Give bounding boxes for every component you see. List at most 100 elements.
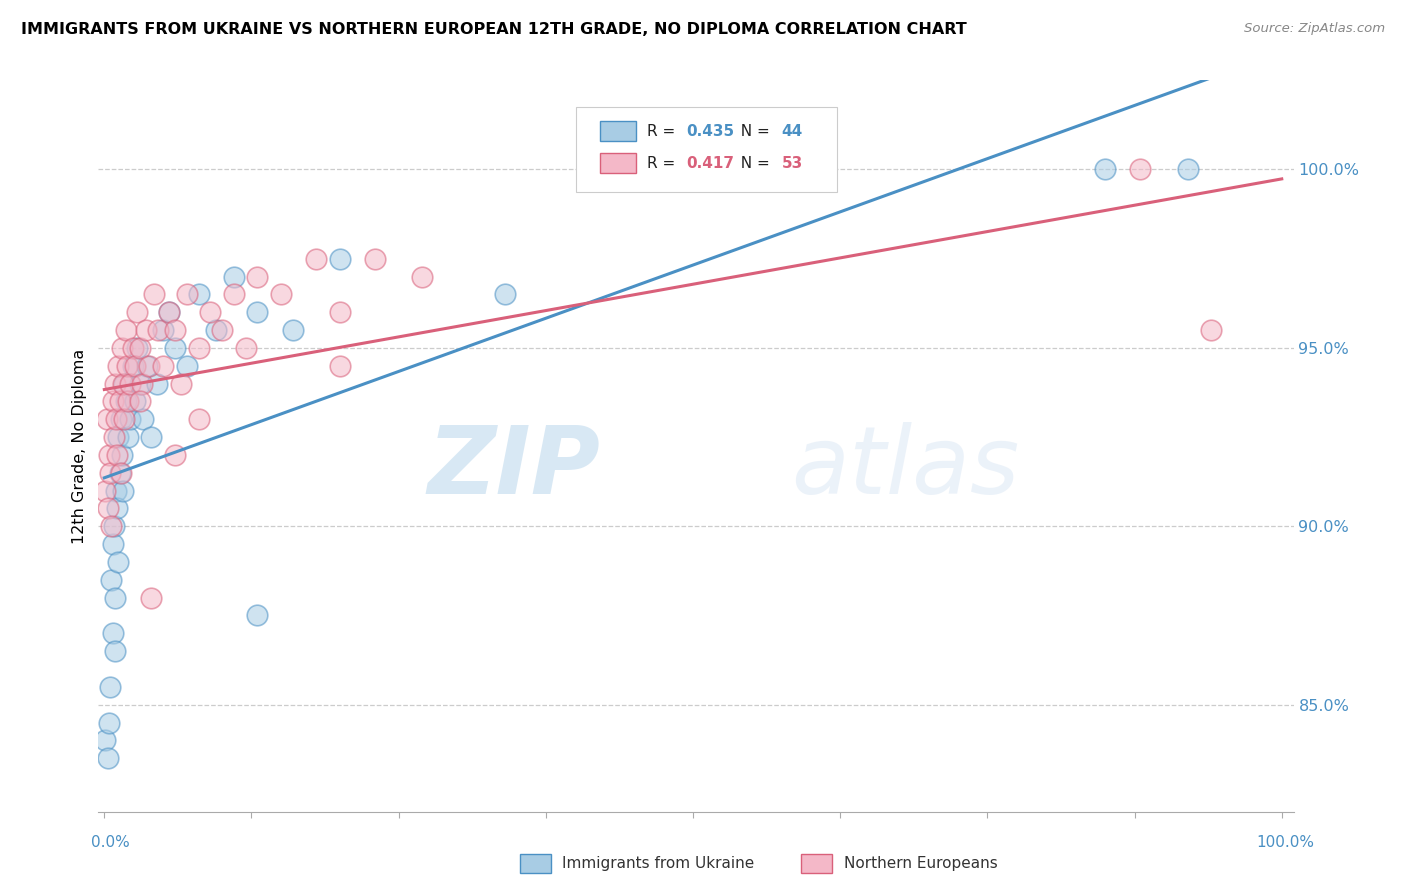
- Point: [157, 305, 180, 319]
- Point: [112, 376, 135, 391]
- Point: [108, 394, 131, 409]
- Point: [187, 287, 209, 301]
- Point: [101, 537, 124, 551]
- Point: [163, 448, 186, 462]
- Text: Immigrants from Ukraine: Immigrants from Ukraine: [562, 856, 755, 871]
- Point: [146, 376, 169, 391]
- Point: [163, 323, 186, 337]
- Point: [176, 359, 198, 373]
- Point: [112, 483, 135, 498]
- Point: [105, 448, 128, 462]
- Point: [152, 359, 174, 373]
- Point: [127, 341, 149, 355]
- Point: [100, 573, 122, 587]
- Text: R =: R =: [647, 124, 681, 138]
- Y-axis label: 12th Grade, No Diploma: 12th Grade, No Diploma: [72, 349, 87, 543]
- Point: [112, 412, 135, 426]
- Point: [1094, 162, 1116, 177]
- Point: [107, 430, 129, 444]
- Point: [187, 412, 209, 426]
- Point: [222, 269, 245, 284]
- Point: [103, 430, 125, 444]
- Point: [107, 555, 129, 569]
- Point: [117, 430, 139, 444]
- Point: [176, 287, 198, 301]
- Point: [112, 376, 135, 391]
- Point: [141, 430, 163, 444]
- Point: [127, 305, 149, 319]
- Point: [110, 412, 132, 426]
- Point: [364, 252, 387, 266]
- Point: [104, 376, 127, 391]
- Text: IMMIGRANTS FROM UKRAINE VS NORTHERN EUROPEAN 12TH GRADE, NO DIPLOMA CORRELATION : IMMIGRANTS FROM UKRAINE VS NORTHERN EURO…: [21, 22, 967, 37]
- Point: [111, 341, 134, 355]
- Point: [1129, 162, 1152, 177]
- Point: [101, 626, 124, 640]
- Point: [270, 287, 292, 301]
- Point: [305, 252, 328, 266]
- Text: R =: R =: [647, 156, 681, 170]
- Point: [131, 376, 153, 391]
- Point: [1177, 162, 1199, 177]
- Point: [135, 359, 157, 373]
- Point: [98, 466, 121, 480]
- Point: [170, 376, 193, 391]
- Text: ZIP: ZIP: [427, 422, 600, 514]
- Point: [94, 483, 117, 498]
- Text: 53: 53: [782, 156, 803, 170]
- Text: 100.0%: 100.0%: [1257, 836, 1315, 850]
- Point: [1199, 323, 1222, 337]
- Text: 0.417: 0.417: [686, 156, 734, 170]
- Point: [114, 323, 136, 337]
- Point: [97, 751, 120, 765]
- Point: [96, 412, 118, 426]
- Text: 0.435: 0.435: [686, 124, 734, 138]
- Point: [141, 591, 163, 605]
- Point: [117, 394, 139, 409]
- Point: [128, 394, 150, 409]
- Point: [222, 287, 245, 301]
- Point: [110, 466, 132, 480]
- Point: [97, 501, 120, 516]
- Point: [329, 252, 352, 266]
- Point: [200, 305, 222, 319]
- Point: [115, 359, 138, 373]
- Point: [235, 341, 257, 355]
- Point: [211, 323, 233, 337]
- Point: [124, 394, 146, 409]
- Point: [111, 448, 134, 462]
- Point: [205, 323, 228, 337]
- Point: [120, 412, 142, 426]
- Point: [134, 323, 156, 337]
- Point: [148, 323, 170, 337]
- Point: [98, 715, 121, 730]
- Point: [104, 644, 127, 658]
- Point: [107, 359, 129, 373]
- Point: [98, 680, 121, 694]
- Point: [94, 733, 117, 747]
- Point: [100, 519, 122, 533]
- Text: 44: 44: [782, 124, 803, 138]
- Point: [101, 394, 124, 409]
- Text: Source: ZipAtlas.com: Source: ZipAtlas.com: [1244, 22, 1385, 36]
- Point: [104, 591, 127, 605]
- Point: [246, 269, 269, 284]
- Point: [124, 359, 146, 373]
- Point: [121, 341, 143, 355]
- Point: [187, 341, 209, 355]
- Point: [246, 608, 269, 623]
- Point: [281, 323, 304, 337]
- Point: [120, 376, 142, 391]
- Point: [246, 305, 269, 319]
- Text: N =: N =: [731, 124, 775, 138]
- Point: [138, 359, 160, 373]
- Point: [98, 448, 121, 462]
- Text: Northern Europeans: Northern Europeans: [844, 856, 997, 871]
- Point: [108, 466, 131, 480]
- Point: [157, 305, 180, 319]
- Point: [105, 412, 128, 426]
- Point: [329, 359, 352, 373]
- Text: atlas: atlas: [792, 423, 1019, 514]
- Text: N =: N =: [731, 156, 775, 170]
- Point: [132, 412, 155, 426]
